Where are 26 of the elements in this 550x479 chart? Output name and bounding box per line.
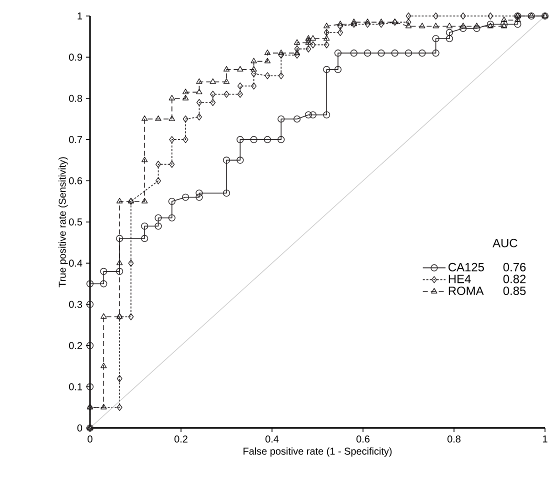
y-axis-title: True positive rate (Sensitivity) — [58, 157, 68, 288]
annotation: 0.76 — [503, 262, 526, 272]
y-tick-label: 0.2 — [69, 342, 82, 350]
y-tick-label: 0 — [77, 424, 82, 432]
legend-label: HE4 — [448, 274, 471, 284]
x-tick-label: 0.6 — [356, 435, 370, 443]
y-tick-label: 0.9 — [69, 54, 82, 61]
y-tick-label: 1 — [78, 12, 82, 20]
y-tick-label: 0.5 — [69, 218, 82, 226]
y-tick-label: 0.1 — [69, 383, 82, 390]
x-tick-label: 0 — [88, 435, 92, 443]
y-tick-label: 0.7 — [69, 136, 82, 144]
x-tick-label: 1 — [543, 435, 548, 442]
y-tick-label: 0.8 — [69, 94, 82, 102]
x-axis-title: False positive rate (1 - Specificity) — [244, 447, 392, 457]
x-tick-label: 0.2 — [174, 435, 188, 443]
annotation: 0.82 — [503, 274, 526, 284]
y-tick-label: 0.6 — [69, 177, 82, 184]
legend-label: CA125 — [448, 262, 484, 272]
x-tick-label: 0.4 — [265, 435, 279, 443]
legend-title: AUC — [492, 238, 518, 248]
x-tick-label: 0.8 — [447, 435, 460, 443]
legend-label: ROMA — [448, 286, 484, 296]
y-tick-label: 0.4 — [69, 260, 82, 267]
y-tick-label: 0.3 — [69, 300, 82, 308]
annotation: 0.85 — [503, 286, 526, 296]
